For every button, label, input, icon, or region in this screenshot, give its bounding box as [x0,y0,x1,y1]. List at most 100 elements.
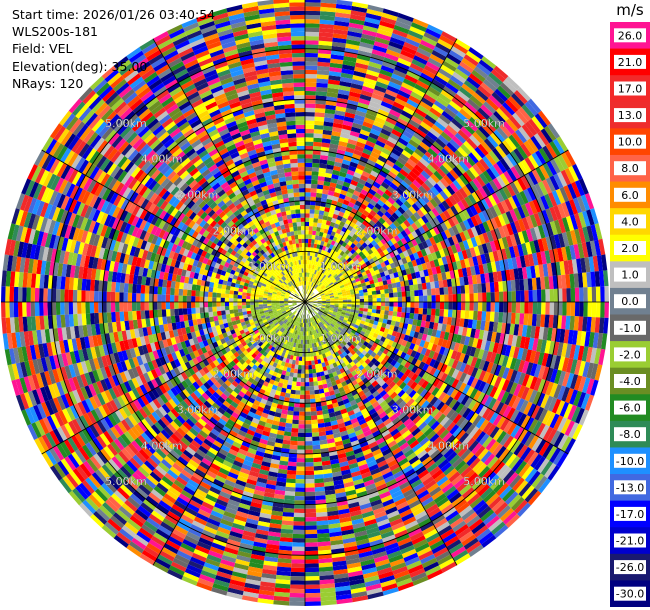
velocity-gate [384,293,390,298]
velocity-gate [396,172,406,181]
velocity-gate [332,236,338,242]
velocity-gate [520,175,531,189]
velocity-gate [407,261,414,269]
velocity-gate [305,99,316,104]
velocity-gate [457,200,466,212]
velocity-gate [382,61,396,70]
velocity-gate [383,270,390,276]
velocity-gate [334,157,344,164]
velocity-gate [368,294,373,299]
velocity-gate [372,45,388,53]
velocity-gate [358,289,364,294]
velocity-gate [281,524,294,530]
velocity-gate [483,78,498,92]
velocity-gate [557,154,569,170]
velocity-gate [555,188,566,204]
velocity-gate [440,240,447,249]
velocity-gate [389,297,394,302]
velocity-gate [442,161,453,172]
velocity-gate [424,191,433,201]
velocity-gate [397,137,409,147]
velocity-gate [423,295,428,302]
velocity-gate [322,129,333,136]
velocity-gate [395,198,404,207]
velocity-gate [426,163,437,174]
velocity-gate [342,64,355,71]
velocity-gate [325,266,330,272]
velocity-gate [505,118,519,132]
velocity-gate [396,311,402,318]
velocity-gate [477,311,483,321]
velocity-gate [385,297,390,302]
velocity-gate [325,233,331,239]
velocity-gate [466,217,475,229]
velocity-gate [317,65,330,71]
velocity-gate [305,407,311,412]
velocity-gate [388,215,396,223]
velocity-gate [347,201,355,208]
velocity-gate [314,486,325,492]
velocity-gate [374,116,386,125]
velocity-gate [305,415,312,421]
velocity-gate [359,156,369,164]
velocity-gate [436,96,449,108]
velocity-gate [342,293,347,297]
velocity-gate [410,246,417,254]
velocity-gate [349,18,365,26]
velocity-gate [290,576,305,581]
velocity-gate [350,277,356,282]
velocity-gate [376,227,384,235]
velocity-gate [381,12,398,21]
velocity-gate [305,90,316,96]
velocity-gate [344,47,359,55]
velocity-gate [508,196,518,210]
velocity-gate [290,567,305,573]
velocity-gate [477,107,491,120]
velocity-gate [443,210,452,220]
velocity-gate [305,2,321,7]
velocity-gate [428,245,436,254]
velocity-gate [305,259,308,265]
velocity-gate [359,302,365,306]
velocity-gate [292,377,298,382]
velocity-gate [524,290,529,302]
velocity-gate [391,282,397,289]
velocity-gate [382,221,390,229]
velocity-gate [329,283,335,288]
velocity-gate [319,253,324,259]
velocity-gate [308,373,313,378]
velocity-gate [314,284,318,289]
velocity-gate [548,192,558,207]
velocity-gate [313,141,322,147]
velocity-gate [435,137,447,149]
velocity-gate [368,276,374,282]
velocity-gate [301,356,305,362]
velocity-gate [350,262,357,268]
velocity-gate [342,297,348,300]
velocity-gate [524,202,534,216]
velocity-gate [472,92,486,105]
velocity-gate [291,385,297,391]
velocity-gate [314,239,319,245]
velocity-gate [305,550,319,556]
velocity-gate [318,257,322,263]
velocity-gate [324,246,329,252]
velocity-gate [337,175,346,182]
velocity-gate [411,59,426,69]
velocity-gate [295,479,305,484]
velocity-gate [308,277,311,282]
velocity-gate [475,189,485,201]
velocity-gate [396,247,403,255]
velocity-gate [319,227,325,233]
velocity-gate [290,432,299,437]
velocity-gate [455,223,464,234]
velocity-gate [549,206,558,222]
velocity-gate [474,265,481,275]
velocity-gate [365,12,382,21]
velocity-gate [485,208,494,220]
velocity-gate [485,75,500,89]
velocity-gate [413,313,419,320]
velocity-gate [382,8,399,17]
velocity-gate [477,244,485,255]
velocity-gate [400,245,407,253]
